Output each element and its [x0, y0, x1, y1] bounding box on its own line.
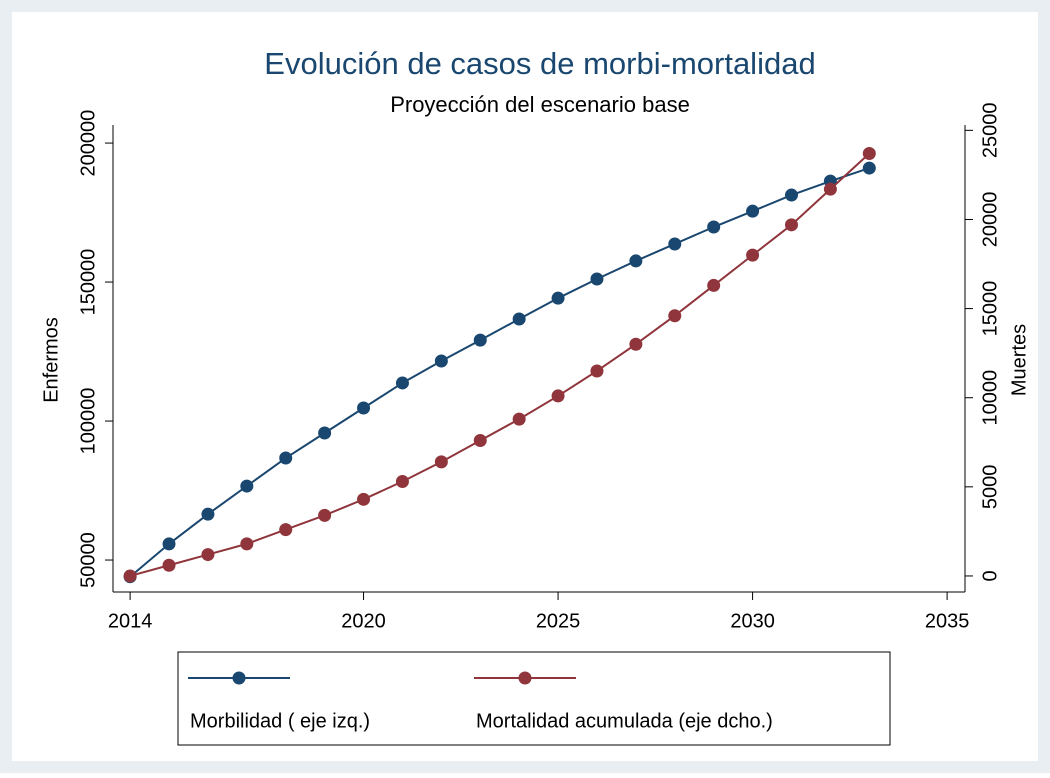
- legend-label: Mortalidad acumulada (eje dcho.): [476, 710, 773, 732]
- point: [357, 492, 371, 506]
- y-tick-label: 200000: [77, 110, 99, 177]
- point: [668, 237, 682, 251]
- y-tick-label: 100000: [77, 388, 99, 455]
- point: [279, 523, 293, 537]
- y2-tick-label: 10000: [979, 370, 1001, 426]
- chart-title: Evolución de casos de morbi-mortalidad: [264, 46, 815, 81]
- y2-tick-label: 15000: [979, 281, 1001, 337]
- point: [746, 204, 760, 218]
- y-tick-label: 50000: [77, 532, 99, 588]
- point: [590, 272, 604, 286]
- point: [512, 312, 526, 326]
- y2-tick-label: 0: [979, 570, 1001, 581]
- point: [201, 507, 215, 521]
- point: [512, 412, 526, 426]
- point: [318, 426, 332, 440]
- point: [746, 248, 760, 262]
- point: [395, 376, 409, 390]
- x-tick-label: 2025: [536, 610, 581, 632]
- point: [434, 455, 448, 469]
- x-tick-label: 2020: [341, 610, 386, 632]
- point: [240, 537, 254, 551]
- point: [590, 364, 604, 378]
- point: [162, 537, 176, 551]
- legend-marker: [232, 671, 246, 685]
- point: [551, 389, 565, 403]
- point: [434, 354, 448, 368]
- y2-tick-label: 5000: [979, 465, 1001, 510]
- series-line: [129, 152, 870, 577]
- y-axis-title: Enfermos: [40, 317, 62, 403]
- legend-marker: [518, 671, 532, 685]
- legend-box: [177, 651, 891, 746]
- point: [862, 161, 876, 175]
- legend-label: Morbilidad ( eje izq.): [190, 710, 370, 732]
- point: [201, 548, 215, 562]
- point: [240, 479, 254, 493]
- y2-tick-label: 25000: [979, 103, 1001, 159]
- y-tick-label: 150000: [77, 249, 99, 316]
- point: [862, 147, 876, 161]
- point: [395, 474, 409, 488]
- x-tick-label: 2035: [925, 610, 970, 632]
- point: [668, 309, 682, 323]
- point: [279, 451, 293, 465]
- point: [629, 254, 643, 268]
- chart-subtitle: Proyección del escenario base: [390, 92, 690, 117]
- x-tick-label: 2030: [730, 610, 775, 632]
- y2-tick-label: 20000: [979, 192, 1001, 248]
- point: [473, 433, 487, 447]
- point: [318, 508, 332, 522]
- point: [162, 558, 176, 572]
- graph-region: [12, 12, 1038, 761]
- point: [823, 182, 837, 196]
- point: [357, 401, 371, 415]
- point: [784, 188, 798, 202]
- x-tick-label: 2014: [108, 610, 153, 632]
- point: [707, 220, 721, 234]
- point: [784, 218, 798, 232]
- point: [707, 278, 721, 292]
- point: [629, 337, 643, 351]
- point: [473, 333, 487, 347]
- series-line: [129, 167, 870, 578]
- point: [551, 291, 565, 305]
- y2-axis-title: Muertes: [1008, 324, 1030, 396]
- point: [123, 569, 137, 583]
